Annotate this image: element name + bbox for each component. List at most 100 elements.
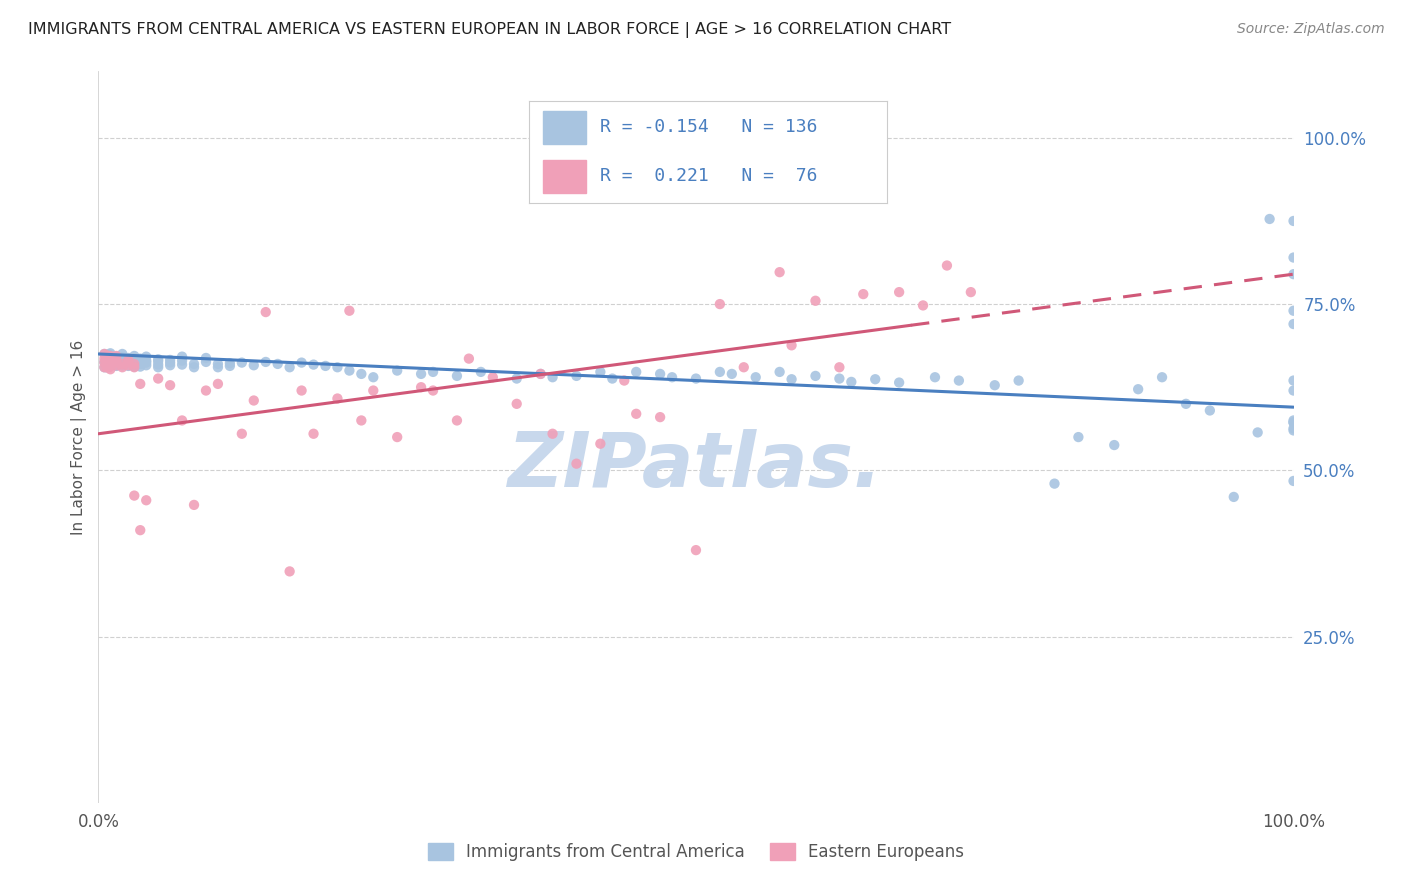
Point [105,353,128,368]
Point [530,367,553,381]
Point [124,351,146,366]
Point [172,358,194,372]
Point [105,355,128,369]
Point [124,358,146,372]
Point [111,355,134,369]
Point [458,351,481,366]
Point [117,358,139,372]
Point [385,363,409,377]
Point [93,355,115,369]
Point [780,338,803,352]
Point [117,353,139,368]
Point [446,413,468,427]
Point [1247,425,1270,440]
Point [911,298,934,312]
Point [541,370,564,384]
Point [148,358,170,372]
Point [97,357,120,371]
Point [481,370,505,384]
Point [565,368,588,383]
Point [1282,214,1305,228]
Point [135,350,157,364]
Point [129,376,152,391]
Point [315,359,337,373]
Point [98,357,122,371]
Point [685,543,707,558]
Point [506,397,529,411]
Point [117,356,139,370]
Point [589,436,612,450]
Point [219,356,242,370]
Point [1282,267,1305,281]
Point [117,359,139,373]
Point [111,351,134,365]
Point [105,351,128,365]
Point [530,367,553,381]
Point [98,351,122,366]
Point [350,367,373,381]
Point [96,360,118,375]
Point [709,297,731,311]
Point [267,357,290,371]
Point [804,293,827,308]
Point [733,360,755,375]
Point [117,352,139,367]
Point [105,358,128,372]
Point [626,365,648,379]
Point [1282,384,1305,398]
Point [470,365,492,379]
Point [1199,403,1222,417]
Point [411,367,433,381]
Point [135,356,157,370]
Point [93,351,115,366]
Point [111,358,134,372]
Point [1152,370,1174,384]
Point [648,410,672,425]
Point [98,349,122,363]
Point [124,356,146,370]
Text: Source: ZipAtlas.com: Source: ZipAtlas.com [1237,22,1385,37]
Point [148,360,170,375]
Point [93,356,115,370]
Point [254,355,277,369]
Point [889,376,911,390]
Point [780,372,803,386]
Point [768,365,790,379]
Point [852,287,875,301]
Point [291,356,314,370]
Point [302,426,325,441]
Point [129,351,152,366]
Point [278,360,301,375]
Point [613,374,636,388]
Point [124,489,146,503]
Point [98,362,122,376]
Point [135,493,157,508]
Point [709,365,731,379]
Point [159,378,181,392]
Point [159,358,181,372]
Point [339,363,361,377]
Point [183,360,205,375]
Point [98,357,122,371]
Point [98,358,122,372]
Point [648,367,672,381]
Y-axis label: In Labor Force | Age > 16: In Labor Force | Age > 16 [72,340,87,534]
Point [129,357,152,371]
Point [97,353,120,368]
Point [96,351,118,366]
Point [111,351,134,366]
Point [148,352,170,367]
Point [98,348,121,362]
Point [97,349,120,363]
Point [721,367,744,381]
Point [98,357,121,371]
Point [117,351,139,365]
Point [1282,421,1305,435]
Point [828,371,851,385]
Point [960,285,983,299]
Point [93,360,115,375]
Text: IMMIGRANTS FROM CENTRAL AMERICA VS EASTERN EUROPEAN IN LABOR FORCE | AGE > 16 CO: IMMIGRANTS FROM CENTRAL AMERICA VS EASTE… [28,22,952,38]
Point [865,372,887,386]
Point [97,349,120,363]
Text: ZIPatlas.: ZIPatlas. [509,429,883,503]
